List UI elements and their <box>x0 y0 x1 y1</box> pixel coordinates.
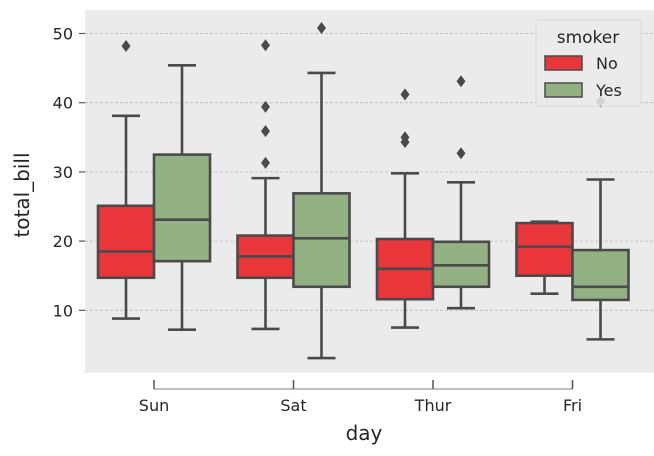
box-iqr <box>571 248 630 302</box>
box-group <box>152 64 212 331</box>
legend-label: Yes <box>595 81 622 100</box>
y-tick-label: 20 <box>53 232 73 251</box>
box-iqr <box>292 192 351 289</box>
outlier-point <box>400 88 410 101</box>
box-iqr <box>96 204 156 280</box>
box-iqr <box>152 153 212 263</box>
boxes <box>96 21 630 360</box>
legend-label: No <box>596 54 618 73</box>
box-group <box>375 88 435 329</box>
y-tick-label: 40 <box>53 94 73 113</box>
x-axis-label: day <box>346 421 383 445</box>
outlier-point <box>456 75 466 88</box>
box-group <box>292 21 351 360</box>
outlier-point <box>400 131 410 144</box>
x-tick-label: Thur <box>414 396 452 415</box>
outlier-point <box>261 100 270 113</box>
y-axis: 10 20 30 40 50 <box>53 25 85 320</box>
x-tick-label: Sun <box>139 396 169 415</box>
legend-swatch <box>544 55 583 71</box>
outlier-point <box>456 147 466 160</box>
box-group <box>515 220 574 295</box>
y-tick-label: 30 <box>53 163 73 182</box>
y-axis-label: total_bill <box>10 152 34 237</box>
outlier-point <box>261 156 270 169</box>
outlier-point <box>121 39 131 52</box>
box-iqr <box>515 221 574 278</box>
y-tick-label: 10 <box>53 301 73 320</box>
x-tick-label: Sat <box>280 396 306 415</box>
x-tick-label: Fri <box>563 396 582 415</box>
y-tick-label: 50 <box>53 25 73 44</box>
legend: smoker No Yes <box>535 19 642 107</box>
box-group <box>236 39 295 331</box>
outlier-point <box>317 21 326 34</box>
box-group <box>96 39 156 320</box>
box-group <box>571 95 630 341</box>
box-group <box>431 75 491 310</box>
outlier-point <box>261 39 270 52</box>
legend-title: smoker <box>557 28 620 48</box>
legend-swatch <box>544 82 583 98</box>
x-axis: Sun Sat Thur Fri <box>139 380 582 415</box>
outlier-point <box>261 125 270 138</box>
